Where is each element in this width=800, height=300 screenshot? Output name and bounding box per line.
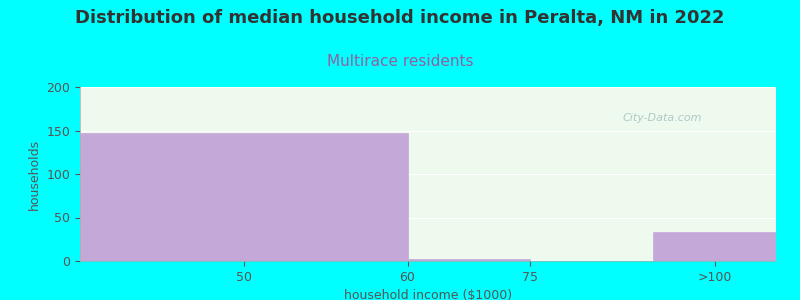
X-axis label: household income ($1000): household income ($1000) [344, 289, 512, 300]
Bar [653, 232, 776, 261]
Bar [80, 133, 407, 261]
Text: City-Data.com: City-Data.com [623, 113, 702, 123]
Bar [407, 259, 530, 261]
Y-axis label: households: households [28, 138, 41, 210]
Text: Multirace residents: Multirace residents [326, 54, 474, 69]
Text: Distribution of median household income in Peralta, NM in 2022: Distribution of median household income … [75, 9, 725, 27]
